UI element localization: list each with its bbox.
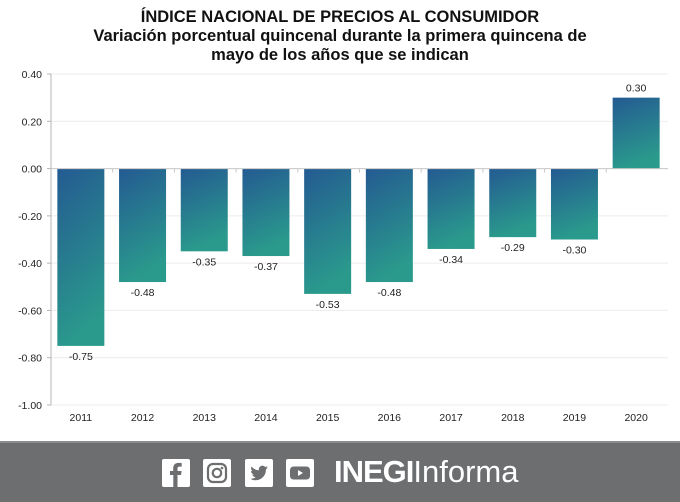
data-label: -0.34 bbox=[439, 254, 463, 266]
inegi-informa-logo: INEGIInforma bbox=[334, 452, 519, 492]
data-label: -0.75 bbox=[69, 351, 93, 363]
data-label: 0.30 bbox=[626, 83, 647, 95]
x-tick-label: 2014 bbox=[254, 412, 278, 424]
x-axis: 2011 2012 2013 2014 2015 2016 2017 2018 2019 2020 bbox=[51, 168, 668, 424]
bar-chart: 0.40 0.20 0.00 -0.20 -0.40 -0.60 -0.80 -1.00 -0… bbox=[18, 69, 668, 424]
data-labels: -0.75 -0.48 -0.35 -0.37 -0.53 -0.48 -0.34 -0.29… bbox=[69, 83, 647, 363]
data-label: -0.29 bbox=[501, 242, 525, 254]
x-tick-label: 2012 bbox=[131, 412, 155, 424]
data-label: -0.37 bbox=[254, 261, 278, 273]
x-tick-label: 2018 bbox=[501, 412, 525, 424]
chart-title-block: ÍNDICE NACIONAL DE PRECIOS AL CONSUMIDOR… bbox=[0, 8, 680, 65]
data-label: -0.48 bbox=[377, 287, 401, 299]
y-tick-label: -1.00 bbox=[18, 400, 42, 412]
bar bbox=[612, 97, 660, 169]
x-tick-label: 2011 bbox=[70, 412, 93, 424]
bar bbox=[304, 168, 352, 294]
x-tick-label: 2020 bbox=[624, 412, 648, 424]
chart-subtitle-line-1: Variación porcentual quincenal durante l… bbox=[93, 27, 587, 45]
y-tick-label: 0.40 bbox=[22, 69, 43, 81]
chart-subtitle-line-2: mayo de los años que se indican bbox=[211, 46, 469, 64]
brand-informa: Informa bbox=[413, 454, 519, 489]
data-label: -0.53 bbox=[316, 299, 340, 311]
gridlines bbox=[51, 73, 668, 406]
x-tick-label: 2019 bbox=[563, 412, 587, 424]
y-axis: 0.40 0.20 0.00 -0.20 -0.40 -0.60 -0.80 -1.00 bbox=[18, 69, 52, 412]
y-tick-label: -0.60 bbox=[18, 305, 42, 317]
bar bbox=[119, 168, 167, 283]
y-tick-label: -0.40 bbox=[18, 258, 42, 270]
footer-bar: INEGIInforma bbox=[0, 441, 680, 502]
bar bbox=[57, 168, 105, 346]
bar bbox=[550, 168, 598, 240]
data-label: -0.30 bbox=[562, 245, 586, 257]
chart-title: ÍNDICE NACIONAL DE PRECIOS AL CONSUMIDOR bbox=[140, 8, 540, 26]
bar bbox=[365, 168, 413, 283]
x-tick-label: 2016 bbox=[378, 412, 402, 424]
facebook-icon[interactable] bbox=[162, 459, 190, 487]
x-tick-label: 2017 bbox=[439, 412, 463, 424]
bar bbox=[427, 168, 475, 249]
x-tick-label: 2013 bbox=[193, 412, 217, 424]
bar bbox=[489, 168, 537, 238]
data-label: -0.48 bbox=[131, 287, 155, 299]
bars bbox=[57, 97, 660, 346]
x-tick-label: 2015 bbox=[316, 412, 340, 424]
bar bbox=[180, 168, 228, 252]
y-tick-label: -0.80 bbox=[18, 353, 42, 365]
y-tick-label: 0.20 bbox=[22, 116, 43, 128]
twitter-icon[interactable] bbox=[245, 459, 273, 487]
bar bbox=[242, 168, 290, 257]
instagram-icon[interactable] bbox=[203, 459, 231, 487]
y-tick-label: 0.00 bbox=[22, 164, 43, 176]
y-tick-label: -0.20 bbox=[18, 211, 42, 223]
youtube-icon[interactable] bbox=[286, 459, 314, 487]
data-label: -0.35 bbox=[192, 256, 216, 268]
brand-inegi: INEGI bbox=[334, 454, 414, 489]
